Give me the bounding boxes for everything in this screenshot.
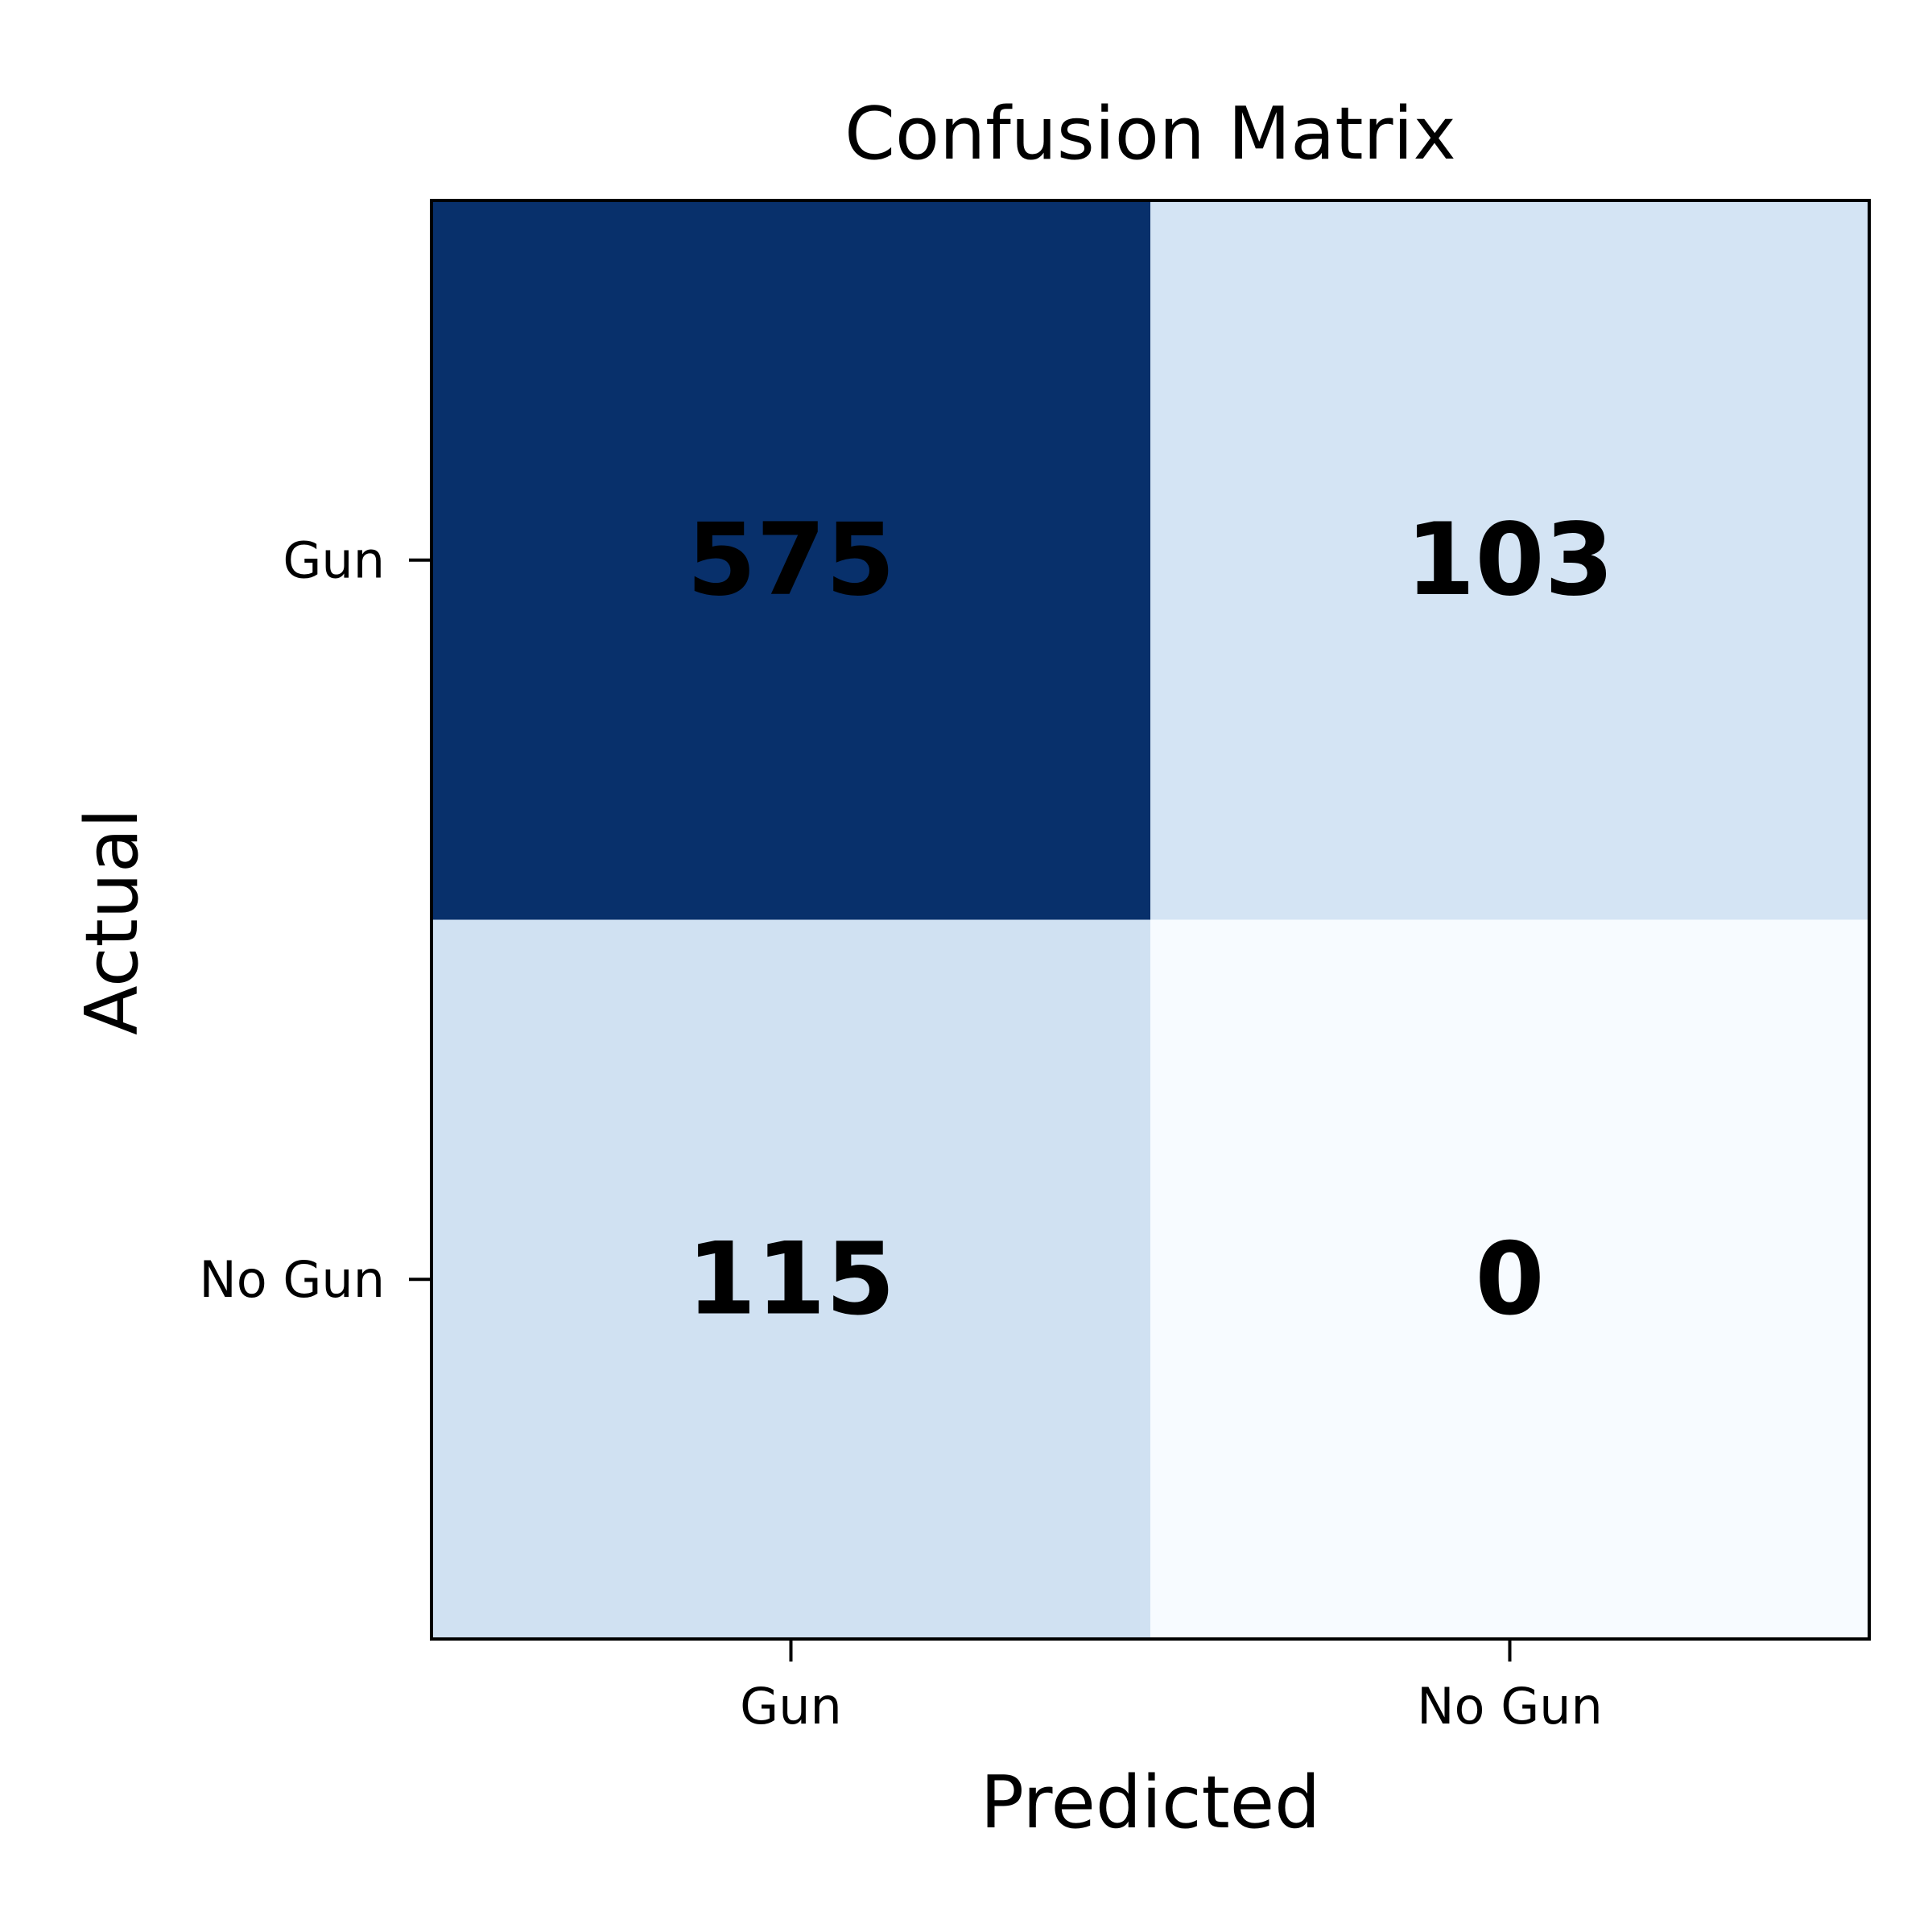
y-axis-ticks: Gun No Gun [199, 530, 431, 1309]
heatmap-cell [1150, 919, 1870, 1640]
heatmap-cells [431, 200, 1870, 1640]
heatmap-value-labels: 575 103 115 0 [687, 502, 1614, 1338]
heatmap-value-label: 103 [1406, 502, 1614, 618]
heatmap-value-label: 0 [1475, 1221, 1544, 1337]
x-axis-ticks: Gun No Gun [740, 1639, 1603, 1736]
chart-title: Confusion Matrix [844, 92, 1456, 176]
y-axis-label: Actual [70, 808, 155, 1035]
y-tick-label: No Gun [199, 1250, 385, 1309]
heatmap-cell [1150, 200, 1870, 920]
heatmap-cell [431, 200, 1151, 920]
heatmap-value-label: 575 [687, 502, 895, 618]
heatmap-value-label: 115 [687, 1221, 895, 1337]
heatmap-cell [431, 919, 1151, 1640]
x-axis-label: Predicted [980, 1761, 1321, 1845]
plot-frame [430, 199, 1871, 1641]
x-tick-label: Gun [740, 1677, 842, 1736]
y-tick-label: Gun [283, 530, 385, 589]
x-tick-label: No Gun [1417, 1677, 1603, 1736]
